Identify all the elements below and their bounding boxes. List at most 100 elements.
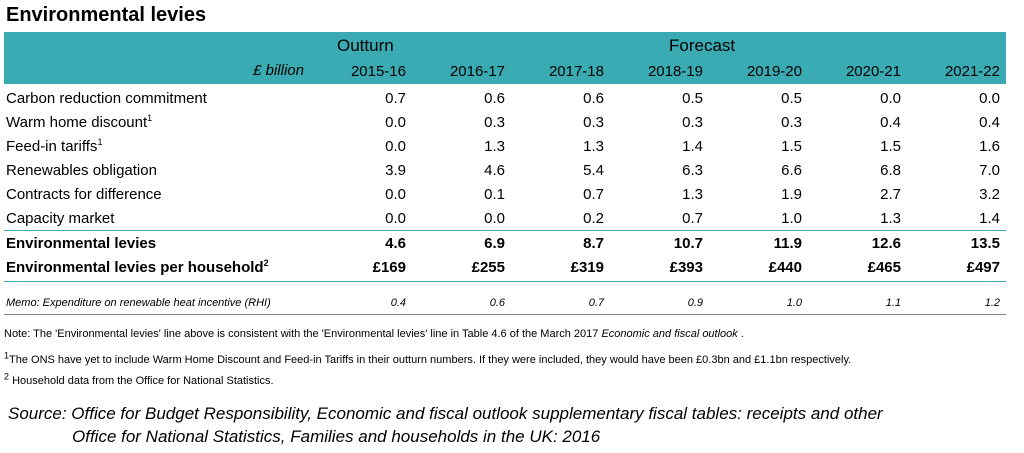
row-label: Feed-in tariffs1 bbox=[6, 137, 103, 156]
row-label: Memo: Expenditure on renewable heat ince… bbox=[6, 297, 271, 309]
outturn-heading: Outturn bbox=[337, 36, 394, 55]
cell-value: 6.9 bbox=[484, 235, 505, 252]
page-title: Environmental levies bbox=[6, 4, 207, 26]
divider bbox=[4, 230, 1006, 231]
cell-value: 0.7 bbox=[583, 186, 604, 203]
cell-value: 0.0 bbox=[385, 114, 406, 131]
row-label: Environmental levies bbox=[6, 235, 157, 252]
footnote-marker: 1 bbox=[97, 137, 103, 147]
cell-value: £497 bbox=[966, 259, 1000, 276]
cell-value: 1.3 bbox=[583, 138, 604, 155]
row-label: Capacity market bbox=[6, 210, 115, 227]
cell-value: 1.3 bbox=[682, 186, 703, 203]
cell-value: 0.3 bbox=[484, 114, 505, 131]
cell-value: 0.7 bbox=[588, 297, 604, 309]
cell-value: 1.0 bbox=[781, 210, 802, 227]
cell-value: 4.6 bbox=[385, 235, 406, 252]
cell-value: 7.0 bbox=[979, 162, 1000, 179]
levies-table: Outturn Forecast £ billion 2015-16 2016-… bbox=[4, 32, 1006, 315]
cell-value: 0.5 bbox=[682, 90, 703, 107]
row-label: Environmental levies per household2 bbox=[6, 258, 269, 277]
cell-value: 0.3 bbox=[682, 114, 703, 131]
year-header: 2018-19 bbox=[647, 63, 703, 80]
year-header: 2015-16 bbox=[350, 63, 406, 80]
cell-value: 1.6 bbox=[979, 138, 1000, 155]
cell-value: 1.5 bbox=[880, 138, 901, 155]
note-main: Note: The 'Environmental levies' line ab… bbox=[4, 328, 744, 340]
source-line-1: Source: Office for Budget Responsibility… bbox=[8, 404, 883, 423]
table-row: Capacity market 0.0 0.0 0.2 0.7 1.0 1.3 1.4 bbox=[4, 206, 1006, 230]
divider bbox=[4, 281, 1006, 282]
forecast-heading: Forecast bbox=[669, 36, 736, 55]
unit-label: £ billion bbox=[253, 62, 304, 79]
cell-value: 10.7 bbox=[673, 235, 703, 252]
cell-value: 1.4 bbox=[979, 210, 1000, 227]
cell-value: 0.5 bbox=[781, 90, 802, 107]
footnote-2: 2 Household data from the Office for Nat… bbox=[4, 371, 274, 387]
cell-value: 0.7 bbox=[385, 90, 406, 107]
cell-value: 0.3 bbox=[781, 114, 802, 131]
year-header: 2021-22 bbox=[944, 63, 1000, 80]
cell-value: 12.6 bbox=[871, 235, 901, 252]
table-row: Contracts for difference 0.0 0.1 0.7 1.3 1.9 2… bbox=[4, 182, 1006, 206]
cell-value: 11.9 bbox=[773, 235, 802, 252]
cell-value: £255 bbox=[471, 259, 505, 276]
memo-row: Memo: Expenditure on renewable heat ince… bbox=[4, 292, 1006, 312]
cell-value: 0.4 bbox=[979, 114, 1000, 131]
cell-value: 1.2 bbox=[984, 297, 1000, 309]
cell-value: 1.3 bbox=[880, 210, 901, 227]
table-header: Outturn Forecast £ billion 2015-16 2016-… bbox=[4, 32, 1006, 84]
cell-value: 0.0 bbox=[484, 210, 505, 227]
cell-value: 0.9 bbox=[687, 297, 703, 309]
cell-value: 4.6 bbox=[484, 162, 505, 179]
cell-value: £393 bbox=[669, 259, 703, 276]
cell-value: 0.6 bbox=[489, 297, 505, 309]
cell-value: 8.7 bbox=[583, 235, 604, 252]
cell-value: 0.6 bbox=[484, 90, 505, 107]
cell-value: 0.4 bbox=[390, 297, 406, 309]
year-header: 2017-18 bbox=[548, 63, 604, 80]
cell-value: 1.5 bbox=[781, 138, 802, 155]
cell-value: 1.1 bbox=[885, 297, 901, 309]
cell-value: 0.1 bbox=[484, 186, 505, 203]
cell-value: 0.0 bbox=[385, 210, 406, 227]
cell-value: 1.4 bbox=[682, 138, 703, 155]
cell-value: 5.4 bbox=[583, 162, 604, 179]
cell-value: 0.4 bbox=[880, 114, 901, 131]
row-label: Contracts for difference bbox=[6, 186, 162, 203]
cell-value: 0.0 bbox=[385, 186, 406, 203]
cell-value: 0.0 bbox=[385, 138, 406, 155]
cell-value: 0.3 bbox=[583, 114, 604, 131]
year-header: 2019-20 bbox=[746, 63, 802, 80]
table-row: Environmental levies per household2 £169 £… bbox=[4, 255, 1006, 279]
cell-value: 6.6 bbox=[781, 162, 802, 179]
table-row: Carbon reduction commitment 0.7 0.6 0.6 0.5 0… bbox=[4, 86, 1006, 110]
table-row: Feed-in tariffs1 0.0 1.3 1.3 1.4 1.5 1.5 1.6 bbox=[4, 134, 1006, 158]
cell-value: 1.0 bbox=[786, 297, 802, 309]
table-row: Environmental levies 4.6 6.9 8.7 10.7 11.9 12.… bbox=[4, 231, 1006, 255]
cell-value: £319 bbox=[570, 259, 604, 276]
cell-value: £440 bbox=[768, 259, 802, 276]
cell-value: 0.7 bbox=[682, 210, 703, 227]
row-label: Warm home discount1 bbox=[6, 113, 153, 132]
cell-value: 0.6 bbox=[583, 90, 604, 107]
year-header: 2016-17 bbox=[449, 63, 505, 80]
row-label: Carbon reduction commitment bbox=[6, 90, 207, 107]
cell-value: 13.5 bbox=[970, 235, 1000, 252]
footnote-marker: 1 bbox=[147, 113, 153, 123]
cell-value: 3.9 bbox=[385, 162, 406, 179]
source-line-2: Office for National Statistics, Families… bbox=[72, 427, 601, 446]
divider bbox=[4, 314, 1006, 315]
cell-value: 3.2 bbox=[979, 186, 1000, 203]
table-row: Warm home discount1 0.0 0.3 0.3 0.3 0.3 0.4 0.4 bbox=[4, 110, 1006, 134]
table-body: Carbon reduction commitment 0.7 0.6 0.6 0.5 0… bbox=[4, 84, 1006, 315]
cell-value: 0.2 bbox=[583, 210, 604, 227]
row-label: Renewables obligation bbox=[6, 162, 157, 179]
year-header: 2020-21 bbox=[845, 63, 901, 80]
cell-value: 0.0 bbox=[880, 90, 901, 107]
cell-value: 6.8 bbox=[880, 162, 901, 179]
cell-value: 0.0 bbox=[979, 90, 1000, 107]
footnote-marker: 2 bbox=[263, 258, 269, 268]
cell-value: 2.7 bbox=[880, 186, 901, 203]
footnote-1: 1The ONS have yet to include Warm Home D… bbox=[4, 350, 852, 366]
